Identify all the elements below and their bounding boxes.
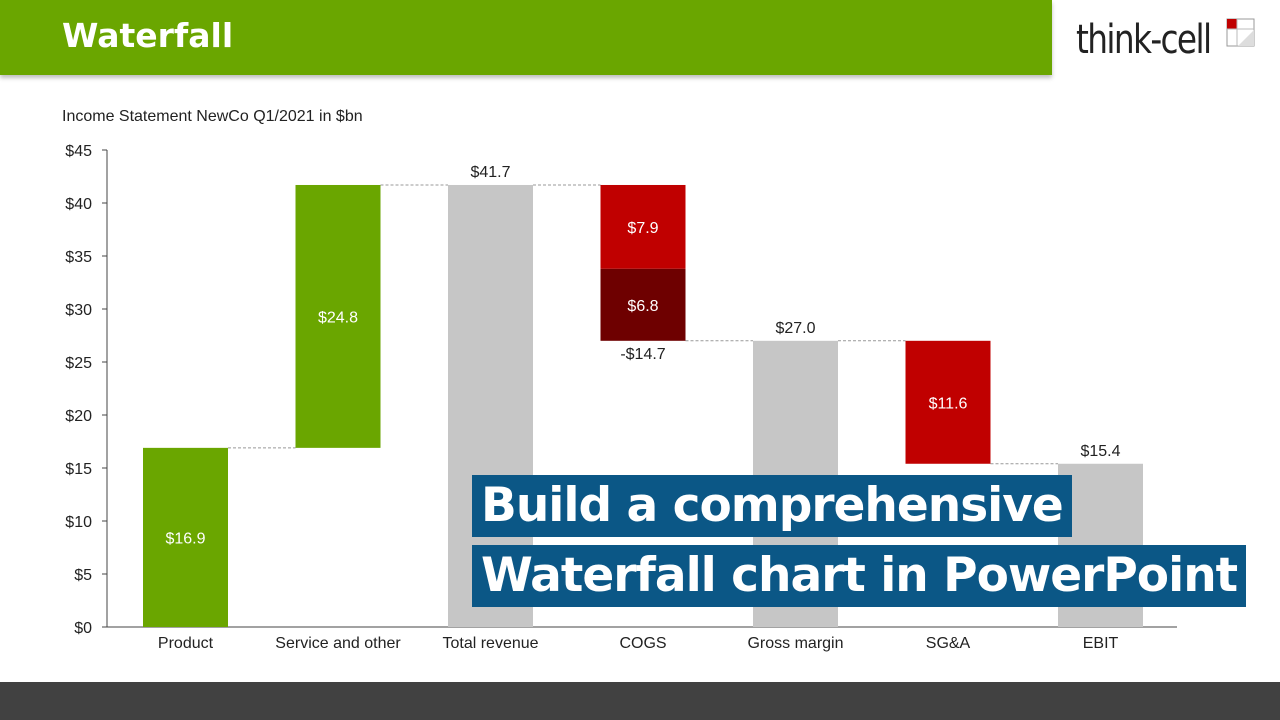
bar-value-label: $11.6 (929, 395, 968, 412)
bar-value-label: $16.9 (165, 530, 205, 547)
bar-segment (600, 184, 686, 269)
overlay-headline-line-1: Build a comprehensive (472, 475, 1072, 537)
y-tick-label: $0 (74, 620, 92, 637)
bar-value-label: $6.8 (627, 298, 658, 315)
x-category-label: Service and other (275, 635, 401, 652)
footer-bar (0, 682, 1280, 720)
y-tick-label: $10 (65, 514, 92, 531)
think-cell-logo-icon (1226, 18, 1255, 47)
bar-segment (143, 447, 228, 627)
y-tick-label: $30 (65, 302, 92, 319)
x-category-label: COGS (619, 635, 666, 652)
x-category-label: Product (158, 635, 214, 652)
brand-logo-text: think-cell (1076, 17, 1212, 63)
y-tick-label: $25 (65, 355, 92, 372)
header-bar: Waterfall (0, 0, 1052, 75)
brand-logo: think-cell (1076, 14, 1255, 66)
y-tick-label: $15 (65, 461, 92, 478)
y-tick-label: $35 (65, 249, 92, 266)
x-category-label: EBIT (1083, 635, 1119, 652)
bar-segment (600, 268, 686, 341)
page-title: Waterfall (62, 16, 234, 55)
bar-total-label: $41.7 (470, 164, 510, 181)
bar-total-label: $15.4 (1080, 443, 1120, 460)
bar-value-label: $24.8 (318, 309, 358, 326)
bar-segment (295, 184, 381, 448)
x-category-label: SG&A (926, 635, 971, 652)
x-category-label: Total revenue (442, 635, 538, 652)
y-tick-label: $20 (65, 408, 92, 425)
y-tick-label: $5 (74, 567, 92, 584)
y-tick-label: $40 (65, 196, 92, 213)
bar-total-label: $27.0 (775, 320, 815, 337)
x-category-label: Gross margin (747, 635, 843, 652)
bar-value-label: $7.9 (627, 220, 658, 237)
bar-sum-label: -$14.7 (620, 346, 665, 363)
y-tick-label: $45 (65, 143, 92, 160)
overlay-headline-line-2: Waterfall chart in PowerPoint (472, 545, 1247, 607)
bar-segment (905, 340, 991, 464)
chart-title: Income Statement NewCo Q1/2021 in $bn (62, 108, 363, 125)
